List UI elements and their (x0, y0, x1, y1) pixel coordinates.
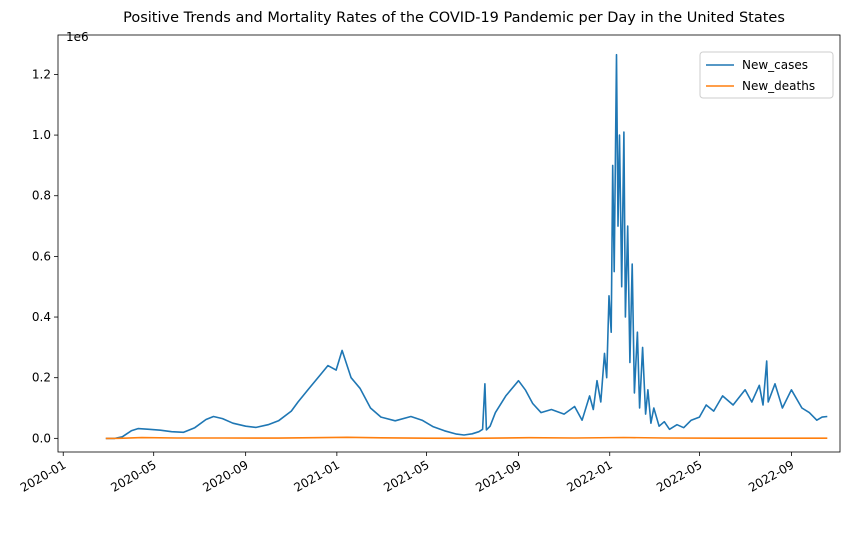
y-offset-label: 1e6 (66, 30, 89, 44)
y-tick-label: 0.8 (32, 189, 51, 203)
series-layer (105, 53, 828, 440)
legend-label: New_cases (742, 58, 808, 72)
y-tick-label: 0.6 (32, 249, 51, 263)
series-line-new-deaths (105, 436, 828, 440)
chart-title: Positive Trends and Mortality Rates of t… (123, 10, 785, 26)
legend-label: New_deaths (742, 79, 815, 93)
y-tick-label: 1.0 (32, 128, 51, 142)
legend: New_cases New_deaths (699, 51, 834, 99)
y-tick-label: 0.0 (32, 431, 51, 445)
y-tick-label: 1.2 (32, 67, 51, 81)
y-tick-label: 0.4 (32, 310, 51, 324)
series-line-new-cases (105, 53, 828, 440)
y-tick-label: 0.2 (32, 371, 51, 385)
axes-frame (57, 34, 841, 453)
